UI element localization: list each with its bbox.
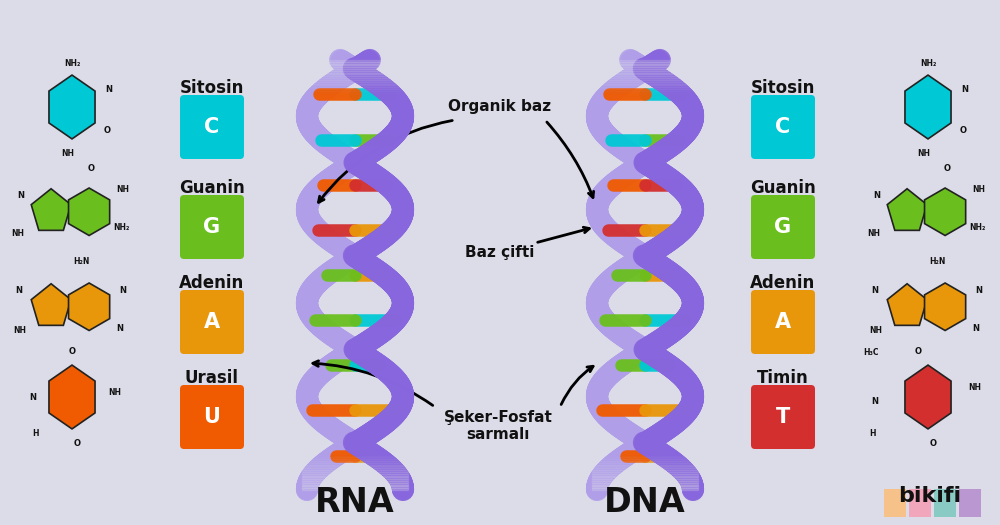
Text: DNA: DNA [604, 486, 686, 519]
Text: Organik baz: Organik baz [448, 100, 552, 114]
Polygon shape [69, 188, 110, 236]
Text: O: O [959, 126, 966, 135]
Text: Sitosin: Sitosin [180, 79, 244, 97]
FancyBboxPatch shape [959, 489, 981, 517]
Text: NH₂: NH₂ [64, 59, 80, 68]
Text: C: C [775, 117, 791, 137]
Text: NH: NH [117, 185, 130, 194]
Text: Guanin: Guanin [750, 179, 816, 197]
Text: U: U [204, 407, 220, 427]
Text: O: O [103, 126, 110, 135]
Text: G: G [774, 217, 792, 237]
FancyBboxPatch shape [751, 290, 815, 354]
Polygon shape [69, 283, 110, 331]
FancyBboxPatch shape [180, 195, 244, 259]
Text: NH: NH [917, 149, 930, 158]
Text: N: N [117, 324, 124, 333]
Text: T: T [776, 407, 790, 427]
Text: N: N [105, 86, 112, 94]
Text: NH: NH [968, 383, 981, 392]
Text: G: G [203, 217, 221, 237]
Text: N: N [975, 286, 982, 295]
Text: O: O [68, 347, 76, 356]
Polygon shape [31, 284, 71, 326]
FancyBboxPatch shape [180, 290, 244, 354]
FancyBboxPatch shape [751, 385, 815, 449]
Text: A: A [775, 312, 791, 332]
Polygon shape [887, 284, 927, 326]
Text: NH: NH [973, 185, 986, 194]
Text: N: N [18, 191, 24, 200]
Text: RNA: RNA [315, 486, 395, 519]
Text: Guanin: Guanin [179, 179, 245, 197]
Text: N: N [961, 86, 968, 94]
FancyBboxPatch shape [180, 95, 244, 159]
Text: O: O [929, 439, 936, 448]
Polygon shape [31, 189, 71, 230]
Text: NH₂: NH₂ [113, 224, 129, 233]
FancyBboxPatch shape [909, 489, 931, 517]
FancyBboxPatch shape [884, 489, 906, 517]
Text: O: O [88, 164, 94, 173]
Text: NH₂: NH₂ [969, 224, 985, 233]
Polygon shape [925, 283, 966, 331]
FancyBboxPatch shape [751, 95, 815, 159]
Text: NH₂: NH₂ [920, 59, 936, 68]
Text: H: H [32, 428, 39, 438]
Text: bikifi: bikifi [898, 486, 962, 506]
Text: H₃C: H₃C [863, 348, 879, 357]
Text: H₂N: H₂N [73, 257, 90, 266]
FancyBboxPatch shape [934, 489, 956, 517]
Text: Şeker-Fosfat
sarmalı: Şeker-Fosfat sarmalı [444, 410, 552, 443]
Text: O: O [943, 164, 950, 173]
Text: H: H [869, 428, 876, 438]
Text: NH: NH [108, 388, 121, 397]
Text: O: O [73, 439, 80, 448]
Text: H₂N: H₂N [929, 257, 946, 266]
Text: C: C [204, 117, 220, 137]
Text: Timin: Timin [757, 369, 809, 387]
Text: N: N [872, 286, 879, 295]
Text: N: N [29, 393, 36, 402]
Text: Adenin: Adenin [750, 274, 816, 292]
Polygon shape [925, 188, 966, 236]
Text: Baz çifti: Baz çifti [465, 246, 535, 260]
Polygon shape [905, 365, 951, 429]
Text: N: N [874, 191, 881, 200]
Polygon shape [887, 189, 927, 230]
Text: NH: NH [12, 229, 24, 238]
Text: O: O [915, 347, 922, 356]
Polygon shape [49, 365, 95, 429]
Text: N: N [872, 397, 879, 406]
Text: Urasil: Urasil [185, 369, 239, 387]
Text: NH: NH [13, 326, 26, 335]
FancyBboxPatch shape [180, 385, 244, 449]
Text: NH: NH [869, 326, 882, 335]
Text: NH: NH [868, 229, 881, 238]
FancyBboxPatch shape [751, 195, 815, 259]
Text: A: A [204, 312, 220, 332]
Polygon shape [905, 75, 951, 139]
Text: Sitosin: Sitosin [751, 79, 815, 97]
Text: N: N [973, 324, 980, 333]
Text: N: N [16, 286, 23, 295]
Polygon shape [49, 75, 95, 139]
Text: N: N [120, 286, 126, 295]
Text: Adenin: Adenin [179, 274, 245, 292]
Text: NH: NH [61, 149, 74, 158]
